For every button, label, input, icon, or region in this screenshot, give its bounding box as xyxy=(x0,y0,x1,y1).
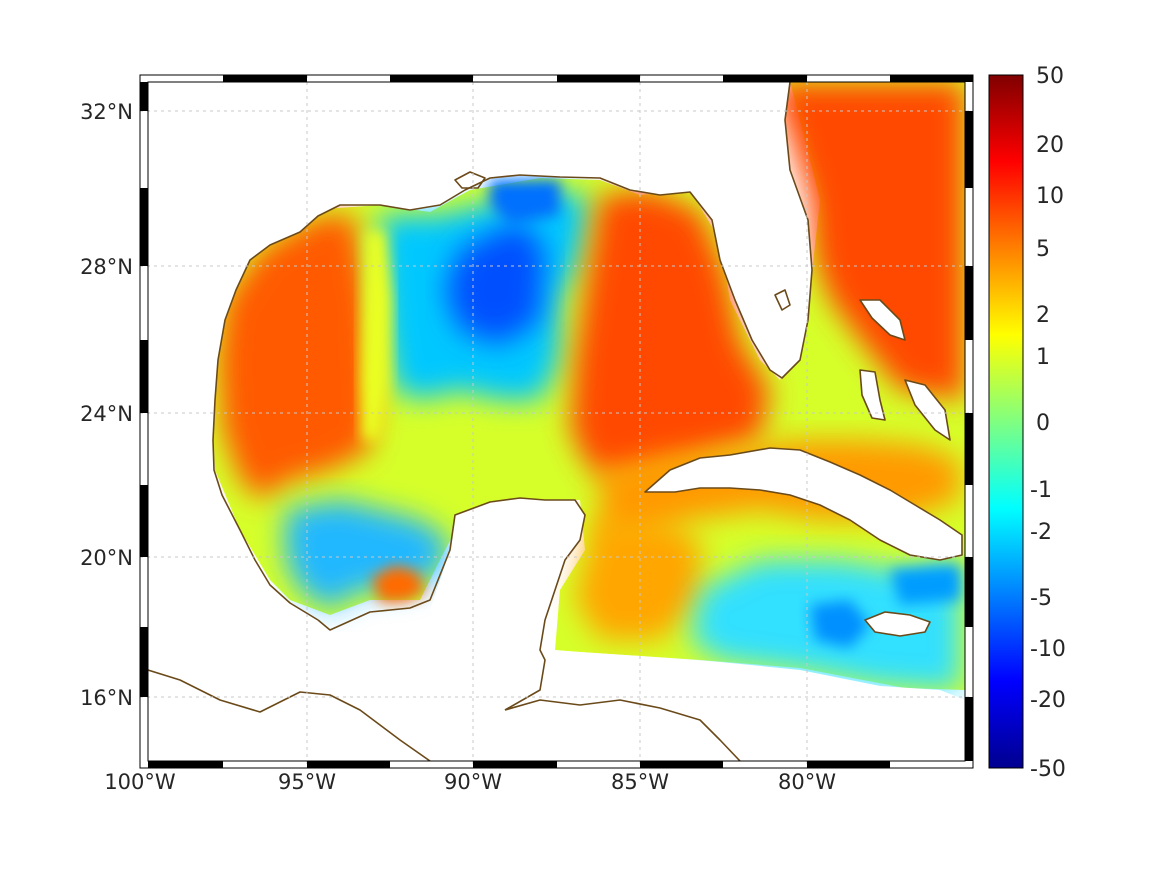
lon-label: 85°W xyxy=(611,770,669,794)
frame-left-seg xyxy=(140,627,148,697)
colorbar-tick-label: 50 xyxy=(1036,64,1064,89)
frame-top-seg xyxy=(390,75,473,82)
frame-top-seg xyxy=(557,75,640,82)
field-campeche-warm xyxy=(372,565,425,602)
lon-label: 90°W xyxy=(444,770,502,794)
field-caribbean-blue-east xyxy=(890,565,960,605)
frame-left-seg xyxy=(140,340,148,413)
coast-bahamas-3 xyxy=(904,379,951,441)
field-eastern-gulf xyxy=(570,190,770,480)
colorbar: 50 20 10 5 2 1 0 -1 -2 -5 -10 -20 -50 xyxy=(988,64,1066,782)
frame-right-seg xyxy=(965,266,973,340)
frame-left-seg xyxy=(140,82,148,111)
map-frame xyxy=(139,74,974,769)
coast-bahamas-1 xyxy=(859,299,906,341)
frame-right-seg xyxy=(965,557,973,627)
colorbar-tick-label: -10 xyxy=(1030,637,1066,662)
colorbar-gradient xyxy=(988,74,1024,769)
frame-top-seg xyxy=(890,75,973,82)
field-central-core xyxy=(445,220,545,345)
coast-honduras xyxy=(504,699,741,761)
land-cuba xyxy=(645,448,962,560)
coast-jamaica xyxy=(864,611,931,637)
frame-top-seg xyxy=(723,75,807,82)
field-caribbean-west xyxy=(575,520,700,640)
colorbar-tick-label: 2 xyxy=(1036,303,1050,328)
land-bahamas-2 xyxy=(860,370,885,420)
coast-lake-pontchartrain xyxy=(454,171,486,189)
frame-right-seg xyxy=(965,697,973,761)
field-yellow-ridge xyxy=(360,230,392,440)
frame-bottom-seg xyxy=(148,761,223,768)
frame-left-seg xyxy=(140,188,148,266)
ocean-field xyxy=(148,82,965,761)
coast-gulf-north xyxy=(212,82,813,621)
frame-right-seg xyxy=(965,111,973,188)
longitude-labels: 100°W 95°W 90°W 85°W 80°W xyxy=(104,770,836,794)
coast-lake-okeechobee xyxy=(774,289,791,311)
lon-label: 100°W xyxy=(104,770,176,794)
colorbar-tick-label: 20 xyxy=(1036,133,1064,158)
coast-bahamas-2 xyxy=(859,369,886,421)
frame-right-seg xyxy=(965,413,973,485)
colorbar-tick-label: -20 xyxy=(1030,688,1066,713)
graticule xyxy=(140,75,973,768)
colorbar-tick-label: 5 xyxy=(1036,237,1050,262)
land-bahamas-3 xyxy=(905,380,950,440)
land xyxy=(148,82,965,761)
lon-label: 80°W xyxy=(778,770,836,794)
frame-bottom-seg xyxy=(473,761,557,768)
field-caribbean-blue xyxy=(810,600,870,648)
colorbar-tick-label: -2 xyxy=(1030,520,1052,545)
frame-bottom-seg xyxy=(640,761,723,768)
land-mexico-texas xyxy=(148,82,965,761)
coast-cuba xyxy=(644,447,963,561)
colorbar-labels: 50 20 10 5 2 1 0 -1 -2 -5 -10 -20 -50 xyxy=(1030,64,1066,782)
coast-central-america xyxy=(148,669,431,761)
colorbar-tick-label: -5 xyxy=(1030,586,1052,611)
land-yucatan xyxy=(430,498,585,660)
coast-yucatan xyxy=(317,497,586,711)
colorbar-tick-label: 10 xyxy=(1036,184,1064,209)
lat-label: 20°N xyxy=(80,546,133,570)
land-bahamas-1 xyxy=(860,300,905,340)
colorbar-tick-label: -50 xyxy=(1030,757,1066,782)
lat-label: 16°N xyxy=(80,686,133,710)
field-western-gulf xyxy=(218,215,375,500)
lat-label: 24°N xyxy=(80,402,133,426)
land-jamaica xyxy=(865,612,930,636)
field-mississippi-blue xyxy=(490,180,560,225)
lat-label: 28°N xyxy=(80,255,133,279)
frame-bottom-seg xyxy=(807,761,890,768)
latitude-labels: 32°N 28°N 24°N 20°N 16°N xyxy=(80,100,133,710)
lat-label: 32°N xyxy=(80,100,133,124)
colorbar-tick-label: -1 xyxy=(1030,478,1052,503)
colorbar-tick-label: 0 xyxy=(1036,411,1050,436)
frame-left-seg xyxy=(140,485,148,557)
frame-bottom-seg xyxy=(307,761,390,768)
coastlines xyxy=(148,82,963,761)
frame-top-seg xyxy=(223,75,307,82)
field-atlantic xyxy=(770,82,965,400)
colorbar-tick-label: 1 xyxy=(1036,345,1050,370)
lon-label: 95°W xyxy=(278,770,336,794)
